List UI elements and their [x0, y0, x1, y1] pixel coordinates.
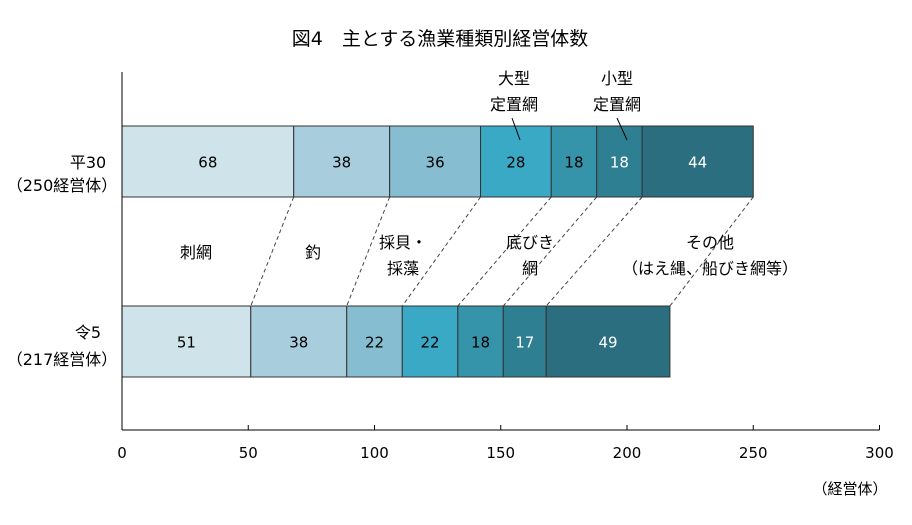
- connector-line: [250, 196, 295, 307]
- x-tick-label: 200: [613, 444, 642, 462]
- bar-segment: [480, 125, 552, 198]
- data-label: 38: [289, 334, 308, 352]
- bar-segment: [550, 125, 598, 198]
- category-label: 大型: [498, 69, 530, 88]
- bar-segment: [250, 305, 348, 378]
- data-label: 38: [332, 154, 351, 172]
- connector-line: [545, 196, 643, 307]
- row-labels: 平30 （250経営体） 令5 （217経営体）: [7, 153, 118, 369]
- data-label: 22: [365, 334, 384, 352]
- bar-segment: [641, 125, 754, 198]
- bar-segment: [457, 305, 504, 378]
- data-label: 22: [421, 334, 440, 352]
- bar-segment: [502, 305, 547, 378]
- x-axis-unit-label: （経営体）: [812, 480, 887, 498]
- leader-line: [616, 117, 628, 141]
- category-label: 網: [522, 259, 538, 278]
- x-tick-label: 100: [360, 444, 389, 462]
- category-label: 刺網: [180, 243, 212, 262]
- category-label: 定置網: [490, 95, 538, 114]
- connector-line: [401, 196, 481, 307]
- connector-line: [669, 196, 754, 307]
- bar-segment: [389, 125, 482, 198]
- data-label: 17: [515, 334, 534, 352]
- x-tick-label: 250: [739, 444, 768, 462]
- category-label: 採藻: [387, 259, 419, 278]
- data-label: 49: [599, 334, 618, 352]
- row-label: 平30: [70, 153, 106, 172]
- chart-title: 図4 主とする漁業種類別経営体数: [292, 28, 589, 50]
- bar-segment: [121, 305, 252, 378]
- category-label: 小型: [601, 69, 633, 88]
- x-axis: 0 50 100 150 200 250 300: [117, 72, 894, 462]
- category-label: 採貝・: [379, 233, 427, 252]
- connector-line: [457, 196, 552, 307]
- category-label: （はえ縄、船びき網等）: [622, 259, 798, 278]
- row-sublabel: （217経営体）: [7, 350, 118, 369]
- category-label: 底びき: [506, 233, 554, 252]
- category-label: 定置網: [593, 95, 641, 114]
- bar-segment: [121, 125, 295, 198]
- bars: 68 38 36 28 18 18 44 51 38 22 22 18 17 49: [121, 125, 754, 378]
- leader-line: [511, 117, 521, 141]
- data-label: 18: [564, 154, 583, 172]
- connector-line: [502, 196, 598, 307]
- bar-segment: [545, 305, 671, 378]
- category-label: 釣: [305, 243, 321, 262]
- x-tick-label: 0: [117, 444, 127, 462]
- connector-lines: [250, 196, 754, 307]
- row-label: 令5: [75, 323, 101, 342]
- data-label: 18: [610, 154, 629, 172]
- bar-segment: [596, 125, 643, 198]
- data-label: 44: [688, 154, 707, 172]
- row-sublabel: （250経営体）: [7, 176, 118, 195]
- x-tick-label: 150: [486, 444, 515, 462]
- category-label: その他: [686, 233, 734, 252]
- x-tick-label: 50: [239, 444, 258, 462]
- connector-line: [346, 196, 391, 307]
- data-label: 36: [426, 154, 445, 172]
- data-label: 68: [198, 154, 217, 172]
- data-label: 51: [177, 334, 196, 352]
- bar-segment: [401, 305, 459, 378]
- data-label: 28: [506, 154, 525, 172]
- data-label: 18: [471, 334, 490, 352]
- x-tick-label: 300: [865, 444, 894, 462]
